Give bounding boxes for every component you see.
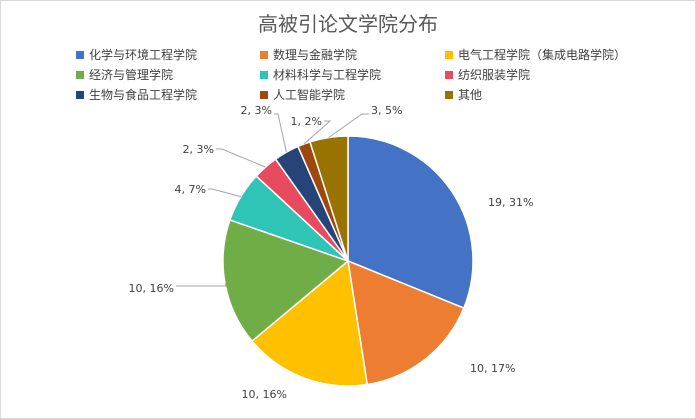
chart-legend: 化学与环境工程学院 数理与金融学院 电气工程学院（集成电路学院） 经济与管理学院…: [0, 0, 696, 110]
leader-line: [274, 113, 287, 153]
data-label: 10, 17%: [470, 362, 515, 375]
leader-line: [208, 188, 241, 198]
pie-slice: [250, 259, 369, 387]
data-label: 2, 3%: [241, 104, 272, 117]
data-label: 2, 3%: [183, 143, 214, 156]
data-label: 4, 7%: [175, 183, 206, 196]
leader-line: [328, 113, 369, 138]
legend-swatch: [76, 50, 84, 59]
legend-item-econ-mgmt: 经济与管理学院: [76, 66, 173, 83]
legend-item-other: 其他: [445, 86, 482, 103]
leader-line: [303, 120, 332, 145]
data-label: 10, 16%: [129, 282, 174, 295]
data-label: 19, 31%: [488, 196, 533, 209]
legend-label: 纺织服装学院: [458, 68, 531, 82]
data-label: 3, 5%: [371, 104, 402, 117]
legend-label: 数理与金融学院: [273, 48, 358, 62]
legend-item-materials: 材料科学与工程学院: [260, 66, 381, 83]
leader-line: [216, 148, 266, 168]
legend-label: 化学与环境工程学院: [89, 48, 198, 62]
pie-slice: [309, 135, 349, 262]
legend-swatch: [445, 90, 453, 99]
legend-swatch: [260, 90, 268, 99]
legend-swatch: [445, 50, 453, 59]
legend-item-textile: 纺织服装学院: [445, 66, 530, 83]
pie-slice: [347, 259, 465, 386]
data-label: 10, 16%: [242, 388, 287, 401]
legend-label: 其他: [458, 88, 483, 102]
legend-label: 生物与食品工程学院: [89, 88, 198, 102]
legend-item-chemistry-env: 化学与环境工程学院: [76, 46, 197, 63]
legend-item-electrical: 电气工程学院（集成电路学院）: [445, 46, 626, 63]
data-label: 1, 2%: [291, 115, 322, 128]
legend-swatch: [76, 70, 84, 79]
legend-swatch: [260, 50, 268, 59]
legend-item-bio-food: 生物与食品工程学院: [76, 86, 197, 103]
legend-label: 材料科学与工程学院: [273, 68, 382, 82]
legend-label: 经济与管理学院: [89, 68, 174, 82]
legend-label: 人工智能学院: [273, 88, 346, 102]
legend-swatch: [445, 70, 453, 79]
legend-swatch: [260, 70, 268, 79]
legend-item-ai: 人工智能学院: [260, 86, 345, 103]
leader-line: [176, 283, 227, 287]
legend-label: 电气工程学院（集成电路学院）: [458, 48, 627, 62]
legend-item-math-finance: 数理与金融学院: [260, 46, 357, 63]
pie-slice: [347, 135, 474, 310]
chart-title: 高被引论文学院分布: [258, 12, 438, 36]
legend-swatch: [76, 90, 84, 99]
